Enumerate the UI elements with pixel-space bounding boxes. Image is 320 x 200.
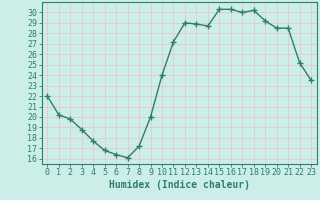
X-axis label: Humidex (Indice chaleur): Humidex (Indice chaleur): [109, 180, 250, 190]
